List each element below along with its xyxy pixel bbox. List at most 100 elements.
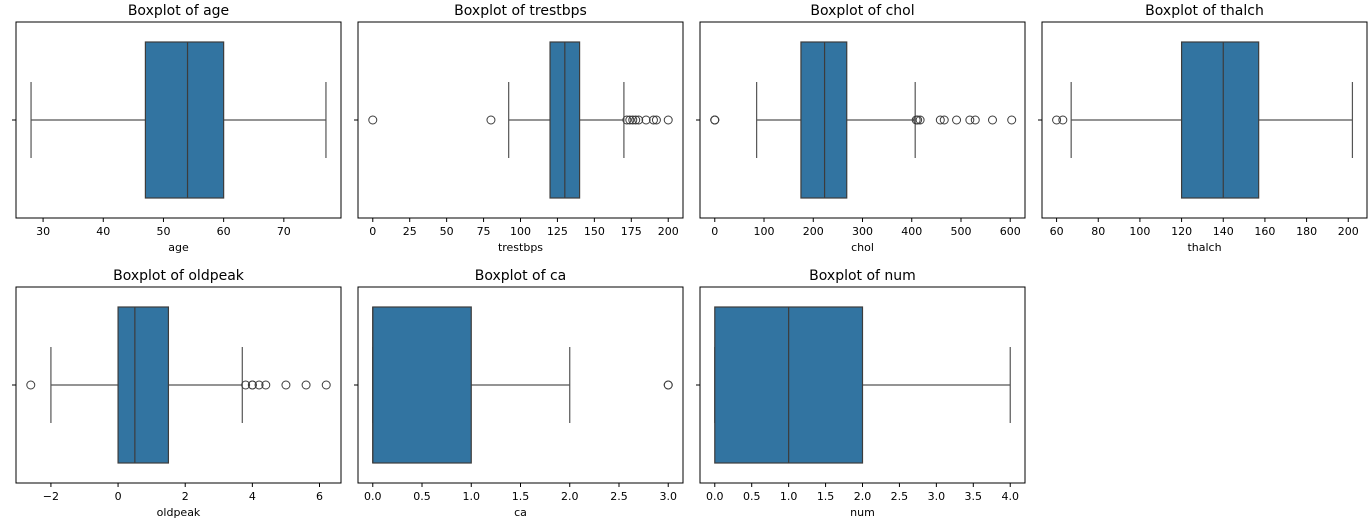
x-axis-label: trestbps	[498, 241, 543, 254]
x-tick-label: 100	[1129, 225, 1150, 238]
x-tick-label: 50	[440, 225, 454, 238]
outlier-point	[663, 380, 673, 390]
x-tick-label: 50	[156, 225, 170, 238]
x-tick-label: 0	[711, 225, 718, 238]
x-tick-label: −2	[43, 490, 59, 503]
chart-title: Boxplot of trestbps	[454, 3, 587, 19]
chart-title: Boxplot of oldpeak	[113, 268, 245, 284]
x-tick-label: 400	[901, 225, 922, 238]
x-tick-label: 200	[658, 225, 679, 238]
x-tick-label: 0.5	[743, 490, 761, 503]
outlier-point	[628, 115, 638, 125]
outlier-point	[952, 115, 962, 125]
x-tick-label: 3.0	[659, 490, 677, 503]
outlier-point	[913, 115, 923, 125]
outlier-point	[988, 115, 997, 125]
chart-title: Boxplot of ca	[475, 268, 567, 284]
x-tick-label: 4	[249, 490, 256, 503]
outlier-point	[1058, 115, 1068, 125]
x-tick-label: 140	[1213, 225, 1234, 238]
x-tick-label: 30	[36, 225, 50, 238]
x-tick-label: 125	[547, 225, 568, 238]
x-tick-label: 0	[115, 490, 122, 503]
panel-trestbps: Boxplot of trestbps 0 25 50 75 100 125 150 175 20…	[354, 3, 684, 254]
outlier-point	[261, 380, 271, 390]
iqr-box	[144, 41, 225, 199]
outlier-point	[935, 115, 945, 125]
x-tick-label: 2	[182, 490, 189, 503]
outlier-point	[368, 115, 378, 125]
iqr-box	[117, 306, 170, 464]
x-tick-label: 60	[1050, 225, 1064, 238]
outlier-point	[321, 380, 331, 390]
outlier-point	[1052, 115, 1062, 125]
outlier-point	[710, 115, 720, 125]
x-tick-label: 70	[277, 225, 291, 238]
outlier-point	[631, 115, 641, 125]
x-axis-label: chol	[851, 241, 874, 254]
outlier-point	[247, 380, 257, 390]
x-tick-label: 100	[754, 225, 775, 238]
iqr-box	[800, 41, 848, 199]
outlier-point	[622, 115, 632, 125]
outlier-point	[26, 380, 36, 390]
x-tick-label: 2.0	[854, 490, 872, 503]
chart-title: Boxplot of chol	[810, 3, 914, 19]
x-tick-label: 0	[369, 225, 376, 238]
x-tick-label: 500	[950, 225, 971, 238]
x-tick-label: 60	[217, 225, 231, 238]
outlier-point	[1007, 115, 1017, 125]
outlier-point	[301, 380, 311, 390]
panel-thalch: Boxplot of thalch 60 80 100 120 140 160 180 200 t…	[1038, 3, 1368, 254]
outlier-point	[281, 380, 291, 390]
x-tick-label: 0.5	[413, 490, 431, 503]
x-axis-label: age	[168, 241, 189, 254]
outlier-point	[970, 115, 980, 125]
x-tick-label: 1.0	[463, 490, 481, 503]
x-tick-label: 1.0	[780, 490, 798, 503]
x-tick-label: 1.5	[817, 490, 835, 503]
outlier-point	[641, 115, 651, 125]
x-tick-label: 180	[1296, 225, 1317, 238]
x-tick-label: 3.5	[965, 490, 983, 503]
chart-title: Boxplot of num	[809, 268, 916, 284]
x-tick-label: 40	[96, 225, 110, 238]
x-axis-label: ca	[514, 506, 527, 519]
chart-title: Boxplot of age	[128, 3, 229, 19]
x-tick-label: 80	[1091, 225, 1105, 238]
x-tick-label: 0.0	[706, 490, 724, 503]
x-tick-label: 100	[510, 225, 531, 238]
x-tick-label: 120	[1171, 225, 1192, 238]
x-tick-label: 3.0	[928, 490, 946, 503]
outlier-point	[254, 380, 264, 390]
x-axis-label: num	[850, 506, 875, 519]
outlier-point	[486, 115, 496, 125]
x-tick-label: 160	[1254, 225, 1275, 238]
x-tick-label: 150	[584, 225, 605, 238]
x-tick-label: 0.0	[364, 490, 382, 503]
x-tick-label: 2.5	[610, 490, 628, 503]
x-axis-label: oldpeak	[157, 506, 201, 519]
x-tick-label: 6	[316, 490, 323, 503]
panel-oldpeak: Boxplot of oldpeak −2 0 2 4 6 oldpeak	[12, 268, 342, 519]
x-tick-label: 2.5	[891, 490, 909, 503]
x-tick-label: 200	[1338, 225, 1359, 238]
x-tick-label: 75	[477, 225, 491, 238]
outlier-point	[915, 115, 925, 125]
outlier-point	[939, 115, 949, 125]
x-tick-label: 200	[803, 225, 824, 238]
panel-num: Boxplot of num 0.0 0.5 1.0 1.5 2.0 2.5 3.0 3.5 4.…	[696, 268, 1026, 519]
chart-title: Boxplot of thalch	[1145, 3, 1264, 19]
outlier-point	[241, 380, 251, 390]
outlier-point	[634, 115, 644, 125]
outlier-point	[625, 115, 635, 125]
x-tick-label: 600	[1000, 225, 1021, 238]
outlier-point	[651, 115, 661, 125]
x-tick-label: 2.0	[561, 490, 579, 503]
panel-chol: Boxplot of chol 0 100 200 300 400 500 600 chol	[696, 3, 1026, 254]
x-tick-label: 1.5	[512, 490, 530, 503]
outlier-point	[648, 115, 658, 125]
x-axis-label: thalch	[1187, 241, 1221, 254]
x-tick-label: 175	[621, 225, 642, 238]
